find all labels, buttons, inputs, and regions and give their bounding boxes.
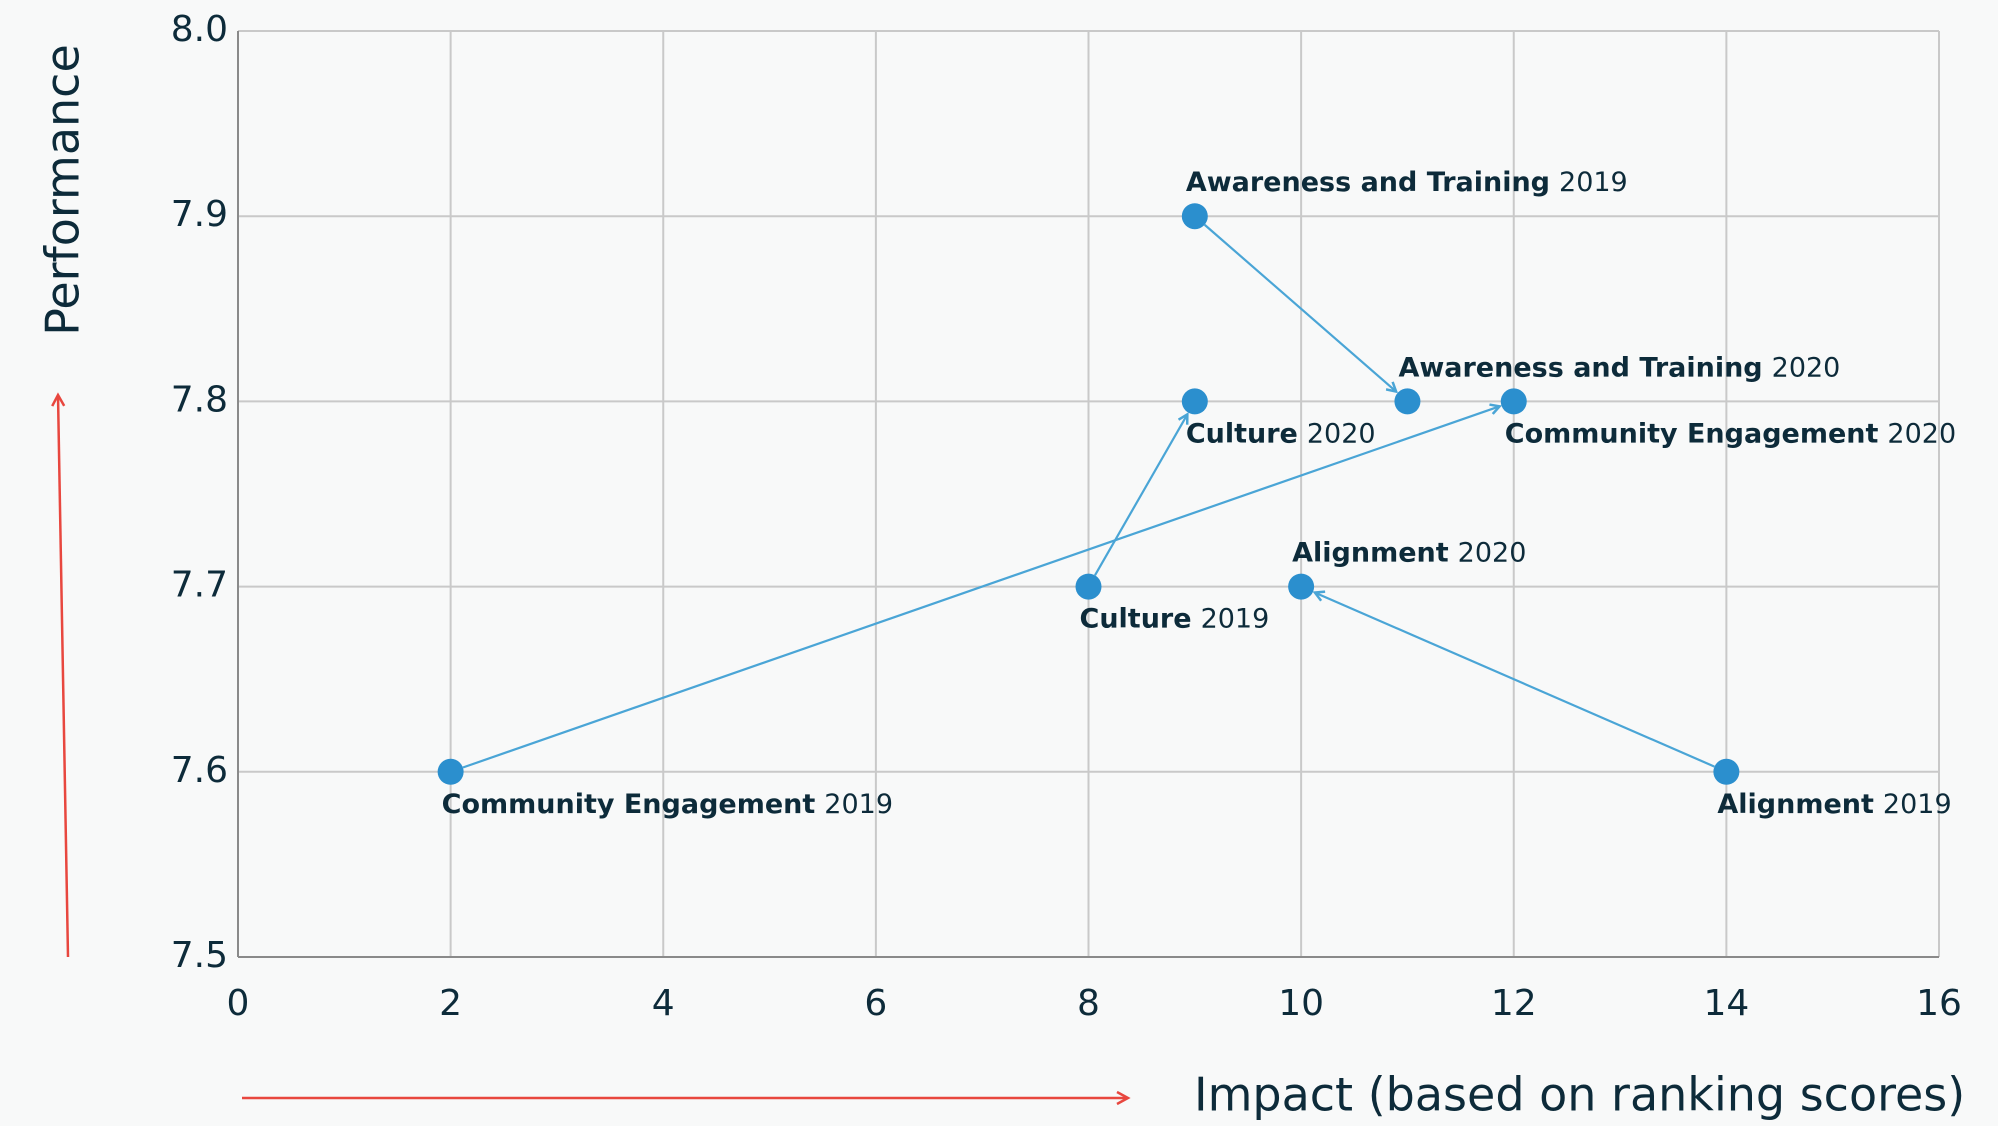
point-label-year: 2019	[1559, 167, 1628, 198]
point-label-name: Community Engagement	[1505, 418, 1879, 449]
x-tick-label: 16	[1916, 983, 1962, 1024]
point-label: Community Engagement 2019	[442, 788, 893, 819]
data-point	[1075, 573, 1102, 600]
x-tick-label: 6	[864, 983, 887, 1024]
y-tick-label: 7.6	[171, 750, 228, 791]
point-label: Culture 2020	[1186, 418, 1376, 449]
point-label-name: Alignment	[1717, 788, 1874, 819]
x-tick-label: 14	[1703, 983, 1749, 1024]
y-tick-label: 7.5	[171, 935, 228, 976]
trend-arrow	[1094, 414, 1187, 576]
point-label-name: Alignment	[1292, 537, 1449, 568]
point-label-year: 2019	[824, 788, 893, 819]
data-point	[1181, 203, 1208, 230]
point-label-name: Culture	[1186, 418, 1298, 449]
x-axis-title: Impact (based on ranking scores)	[1194, 1068, 1965, 1122]
point-label-name: Awareness and Training	[1186, 167, 1550, 198]
point-label-year: 2019	[1883, 788, 1952, 819]
point-label: Alignment 2019	[1717, 788, 1951, 819]
x-tick-label: 8	[1077, 983, 1100, 1024]
point-label-name: Awareness and Training	[1398, 352, 1762, 383]
y-axis-title: Performance	[36, 44, 90, 336]
y-tick-label: 7.7	[171, 565, 228, 606]
data-point	[1394, 388, 1421, 415]
x-tick-label: 4	[652, 983, 675, 1024]
y-tick-label: 7.9	[171, 194, 228, 235]
data-point	[437, 758, 464, 785]
point-label-name: Culture	[1080, 603, 1192, 634]
grid: 0 2 4 6 8 10 12 14 16 7.5 7.6 7.7 7.8 7.9 8.0	[171, 9, 1962, 1024]
x-tick-label: 12	[1491, 983, 1537, 1024]
y-tick-label: 8.0	[171, 9, 228, 50]
point-label-year: 2020	[1307, 418, 1376, 449]
point-label: Culture 2019	[1080, 603, 1270, 634]
point-label: Community Engagement 2020	[1505, 418, 1956, 449]
data-point	[1181, 388, 1208, 415]
trend-arrow	[462, 406, 1500, 769]
trend-arrow	[1203, 223, 1397, 392]
x-tick-label: 0	[227, 983, 250, 1024]
trend-arrow	[1315, 593, 1715, 768]
point-label-year: 2020	[1458, 537, 1527, 568]
point-label-year: 2020	[1887, 418, 1956, 449]
y-tick-label: 7.8	[171, 379, 228, 420]
x-tick-label: 10	[1278, 983, 1324, 1024]
y-direction-arrow	[51, 392, 70, 958]
data-point	[1288, 573, 1315, 600]
point-label: Awareness and Training 2020	[1398, 352, 1840, 383]
x-tick-label: 2	[439, 983, 462, 1024]
data-point	[1713, 758, 1740, 785]
data-point	[1500, 388, 1527, 415]
point-label-year: 2019	[1201, 603, 1270, 634]
point-label-name: Community Engagement	[442, 788, 816, 819]
point-label-year: 2020	[1772, 352, 1841, 383]
point-label: Alignment 2020	[1292, 537, 1526, 568]
point-label: Awareness and Training 2019	[1186, 167, 1628, 198]
